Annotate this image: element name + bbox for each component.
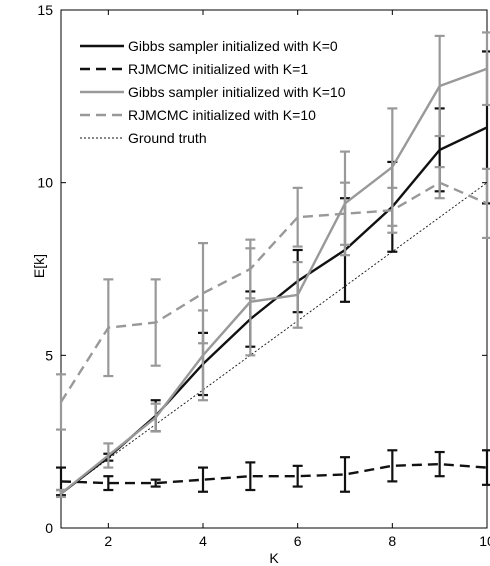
legend: Gibbs sampler initialized with K=0 RJMCMC… (70, 31, 375, 149)
error-bar (103, 278, 114, 378)
legend-box (70, 31, 375, 149)
error-bar (292, 464, 303, 488)
x-axis-label: K (269, 550, 279, 566)
legend-label: Gibbs sampler initialized with K=0 (128, 38, 338, 54)
error-bar (292, 186, 303, 248)
ticks-layer: 2 4 6 8 10 0 5 10 15 (37, 2, 490, 549)
y-tick-label: 10 (37, 175, 53, 191)
x-tick-label: 6 (294, 533, 302, 549)
series-line (59, 181, 488, 403)
error-bar (434, 166, 445, 200)
x-tick-label: 10 (479, 533, 490, 549)
error-bar (340, 150, 350, 257)
error-bar (482, 31, 490, 107)
error-bar (292, 260, 303, 329)
error-bar (245, 247, 256, 357)
x-tick-label: 4 (199, 533, 207, 549)
y-tick-label: 5 (45, 347, 53, 363)
y-axis-label: E[k] (31, 254, 47, 278)
error-bar (150, 278, 161, 367)
error-bar (103, 475, 114, 492)
error-bar (198, 466, 208, 493)
series-2 (56, 31, 490, 499)
error-bar (434, 34, 445, 138)
legend-label: Ground truth (128, 130, 207, 146)
series-line (60, 67, 488, 495)
error-bar (482, 449, 490, 486)
y-tick-label: 15 (37, 2, 53, 18)
series-1 (56, 449, 490, 497)
series-layer (56, 31, 490, 499)
error-bar (482, 167, 490, 240)
error-bar (56, 373, 66, 431)
legend-label: RJMCMC initialized with K=1 (128, 61, 308, 77)
error-bar (150, 402, 161, 433)
legend-label: Gibbs sampler initialized with K=10 (128, 84, 346, 100)
error-bar (434, 450, 445, 478)
error-bar (387, 107, 398, 227)
error-bar (103, 442, 114, 469)
series-line (60, 462, 488, 485)
error-bar (56, 488, 66, 499)
error-bar (245, 461, 256, 492)
legend-label: RJMCMC initialized with K=10 (128, 107, 316, 123)
error-bar (198, 309, 208, 402)
error-bar (387, 449, 398, 483)
y-tick-label: 0 (45, 520, 53, 536)
x-tick-label: 8 (388, 533, 396, 549)
error-bar (150, 478, 161, 488)
error-bar (340, 456, 350, 493)
x-tick-label: 2 (104, 533, 112, 549)
